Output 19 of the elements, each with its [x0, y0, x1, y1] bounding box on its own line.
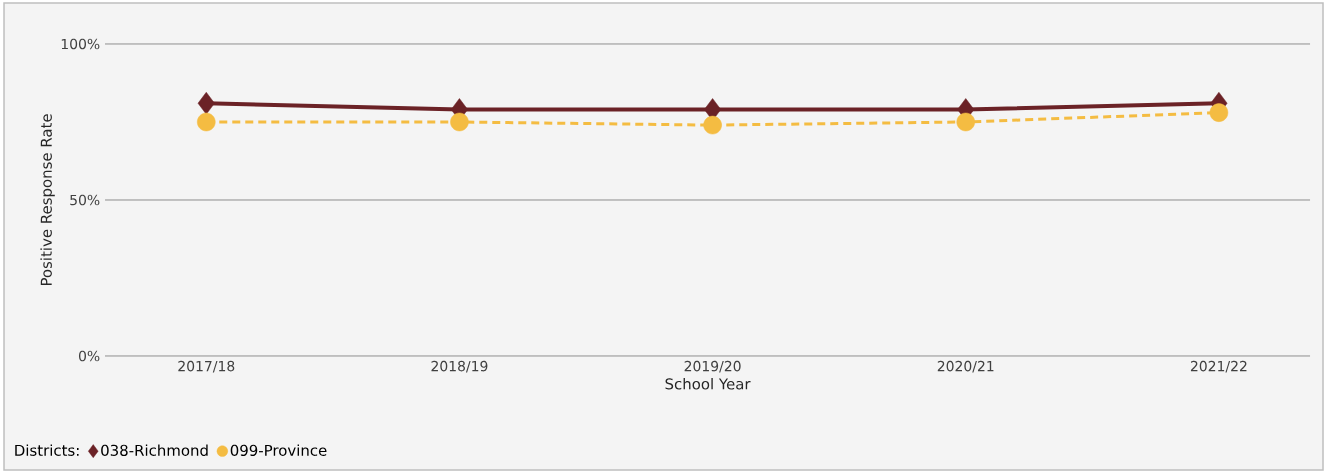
- point: [703, 115, 722, 135]
- legend-title: Districts:: [15, 444, 79, 456]
- point: [197, 92, 215, 115]
- point: [450, 112, 469, 132]
- point: [956, 112, 975, 132]
- y-tick-label: 50%: [70, 194, 100, 206]
- legend-label: 038-Richmond: [101, 444, 208, 456]
- y-axis-title: Positive Response Rate: [40, 114, 55, 286]
- x-tick-label: 2020/21: [937, 360, 994, 373]
- x-tick-label: 2018/19: [431, 360, 488, 373]
- x-tick-label: 2019/20: [684, 360, 741, 373]
- y-tick-label: 0%: [78, 350, 100, 362]
- x-axis-title: School Year: [665, 377, 751, 390]
- y-tick-label: 100%: [61, 38, 100, 50]
- x-tick-label: 2021/22: [1190, 360, 1247, 373]
- point: [197, 112, 216, 132]
- x-tick-label: 2017/18: [178, 360, 235, 373]
- point: [1209, 103, 1229, 122]
- legend-label: 099-Province: [230, 444, 327, 456]
